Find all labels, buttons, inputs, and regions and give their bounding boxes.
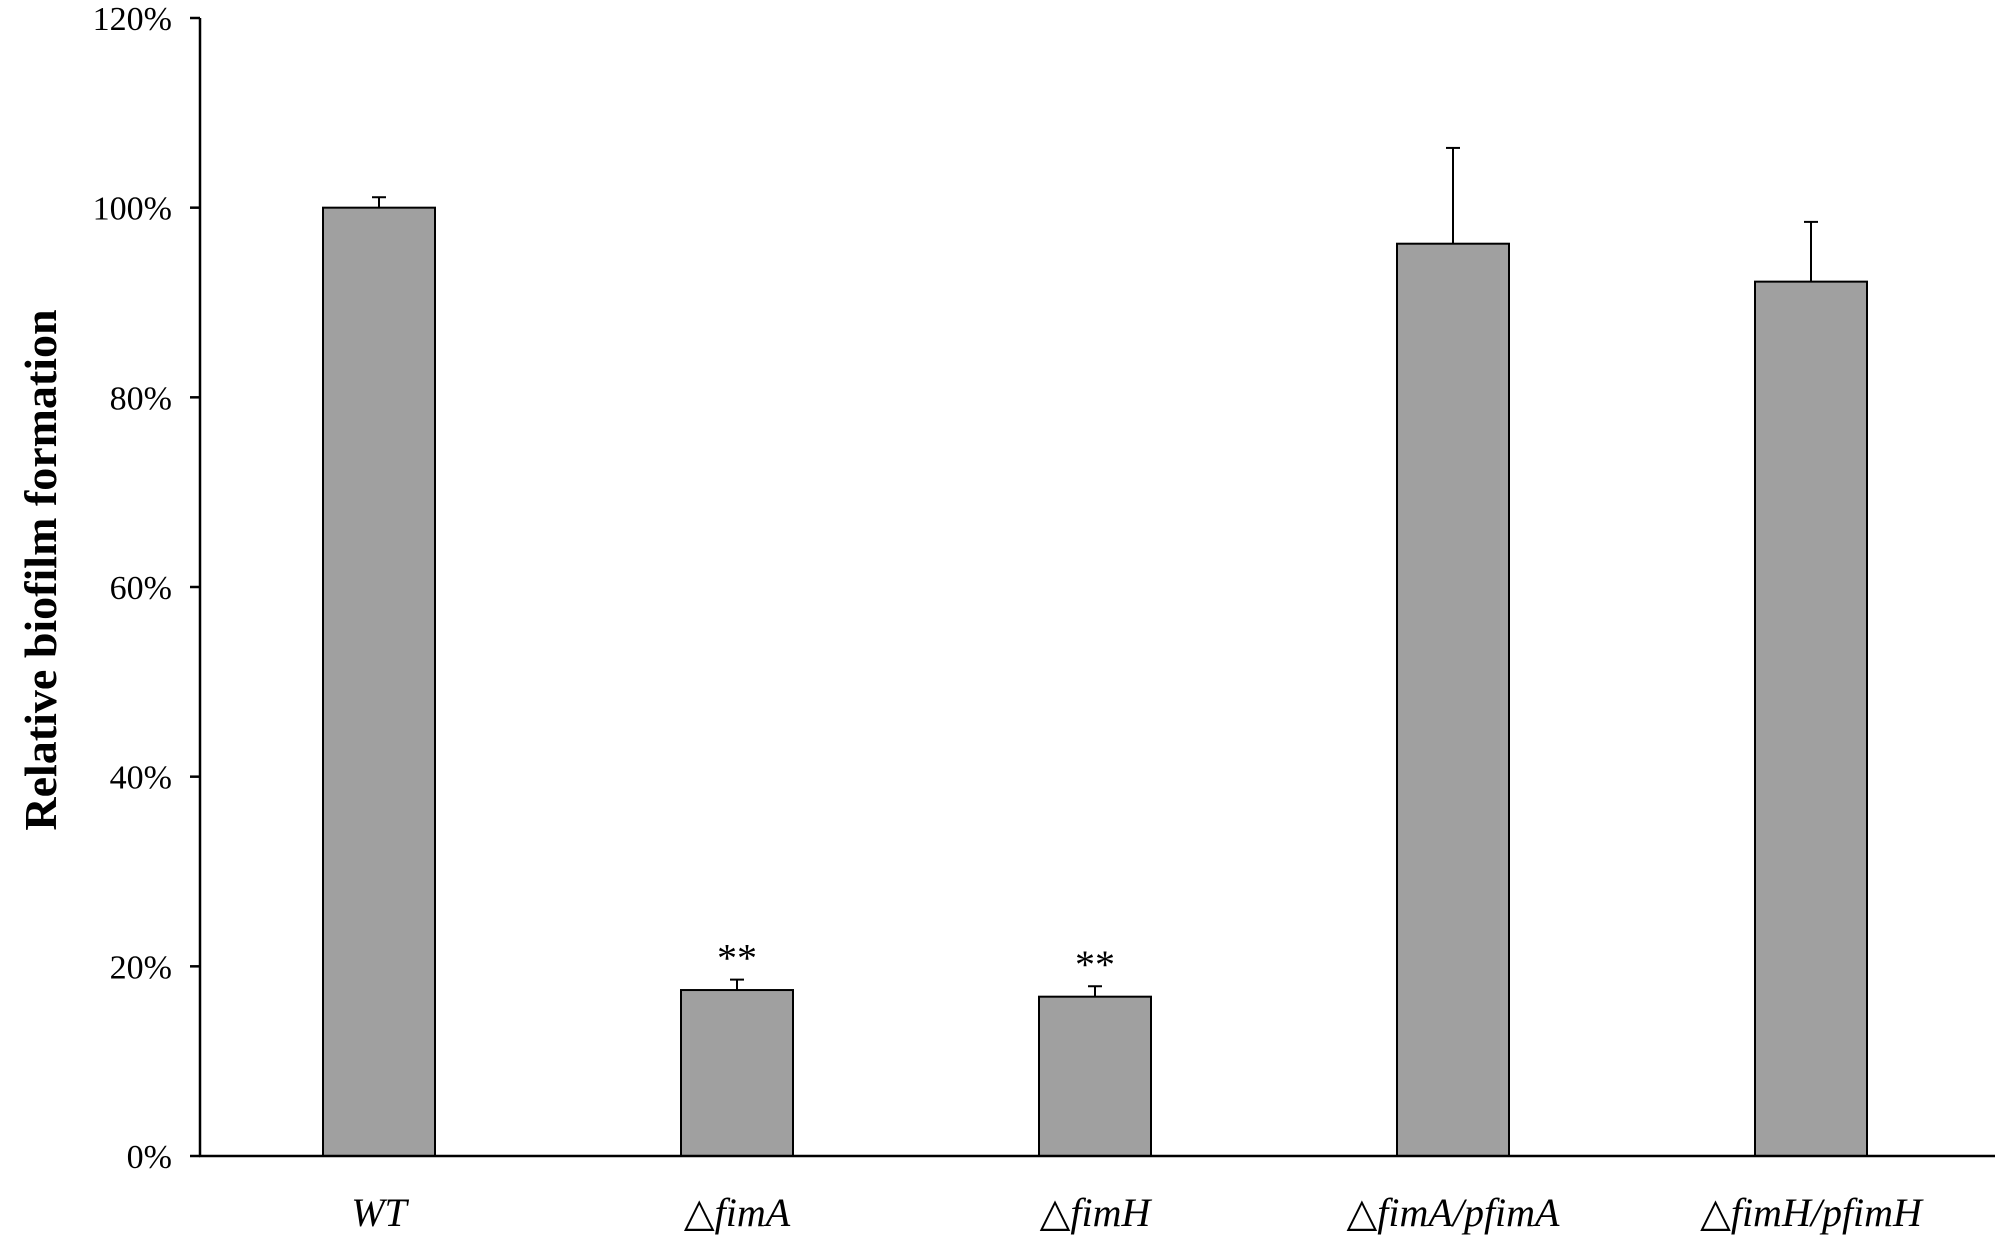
significance-annotation: **: [1075, 942, 1115, 987]
y-tick-label: 80%: [110, 380, 172, 417]
bar: [680, 989, 794, 1158]
x-category-label: △fimH: [1040, 1190, 1153, 1235]
y-tick-label: 100%: [93, 191, 172, 228]
y-axis-label: Relative biofilm formation: [15, 309, 66, 830]
x-category-label: △fimA/pfimA: [1347, 1190, 1561, 1235]
bar: [1038, 995, 1152, 1157]
y-tick-label: 60%: [110, 570, 172, 607]
x-category-label: △fimA: [684, 1190, 791, 1235]
bar: [1754, 280, 1868, 1157]
significance-annotation: **: [717, 936, 757, 981]
x-category-label: WT: [351, 1190, 409, 1235]
y-tick-label: 20%: [110, 949, 172, 986]
bar: [322, 206, 436, 1157]
bar: [1396, 242, 1510, 1158]
y-tick-label: 120%: [93, 1, 172, 38]
x-category-label: △fimH/pfimH: [1700, 1190, 1924, 1235]
y-tick-label: 0%: [127, 1139, 172, 1176]
y-tick-label: 40%: [110, 760, 172, 797]
